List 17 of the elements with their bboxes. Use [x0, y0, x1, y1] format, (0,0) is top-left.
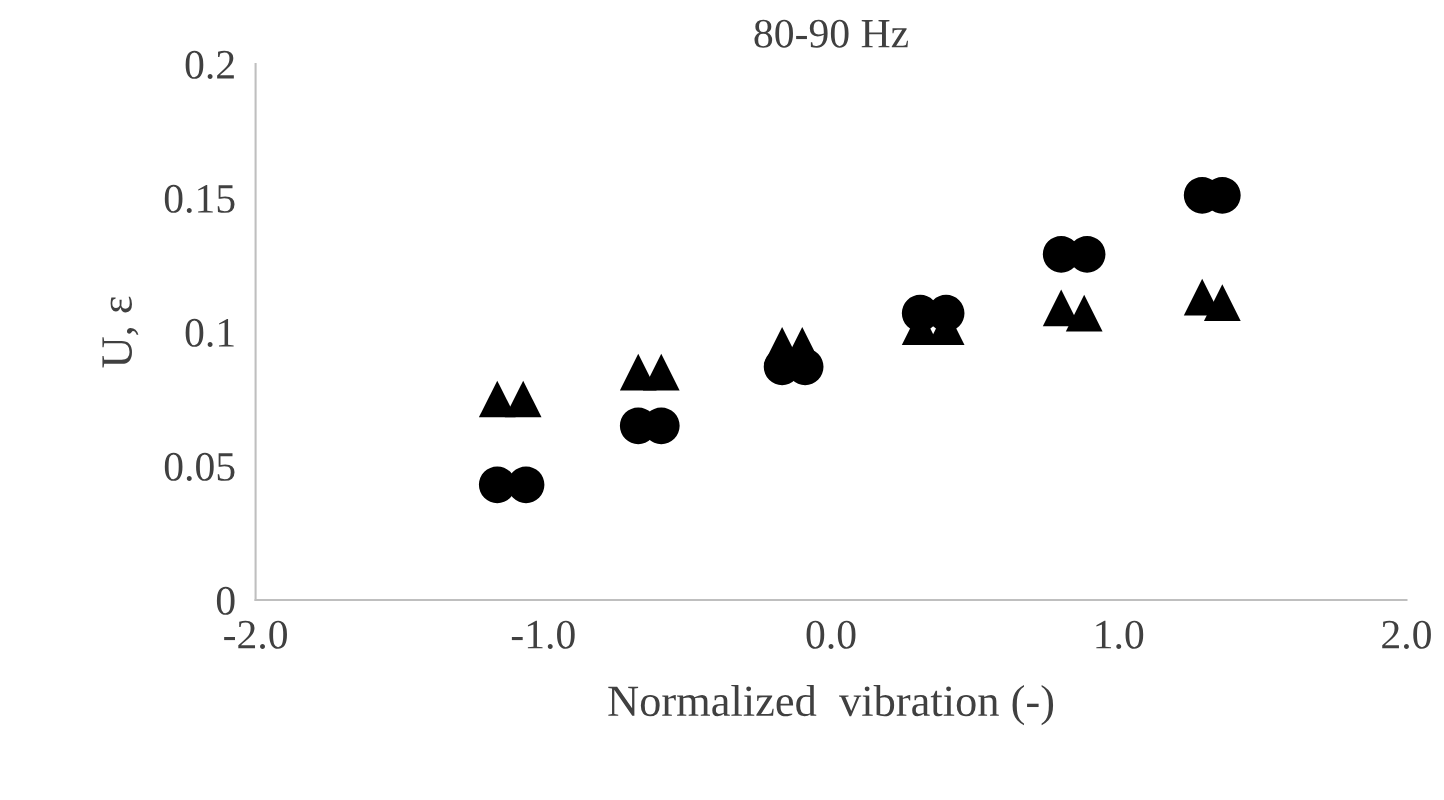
- x-axis-title: Normalized vibration (-): [608, 685, 1054, 726]
- x-tick-label: 1.0: [1096, 620, 1144, 649]
- point: [1065, 294, 1103, 332]
- point: [1203, 284, 1241, 321]
- point: [642, 353, 680, 391]
- x-tick-label: -2.0: [224, 620, 287, 649]
- x-tick-label: 2.0: [1382, 620, 1431, 649]
- chart-title: 80-90 Hz: [754, 19, 908, 48]
- y-tick-label: 0.15: [164, 184, 235, 214]
- x-tick-label: 0.0: [806, 620, 856, 649]
- y-tick-label: 0: [216, 586, 235, 615]
- point: [504, 380, 542, 418]
- x-tick-label: -1.0: [511, 620, 575, 649]
- y-tick-label: 0.05: [164, 452, 235, 482]
- y-axis-title: U, ε: [102, 296, 139, 368]
- y-tick-label: 0.1: [185, 318, 234, 348]
- y-tick-label: 0.2: [185, 50, 234, 80]
